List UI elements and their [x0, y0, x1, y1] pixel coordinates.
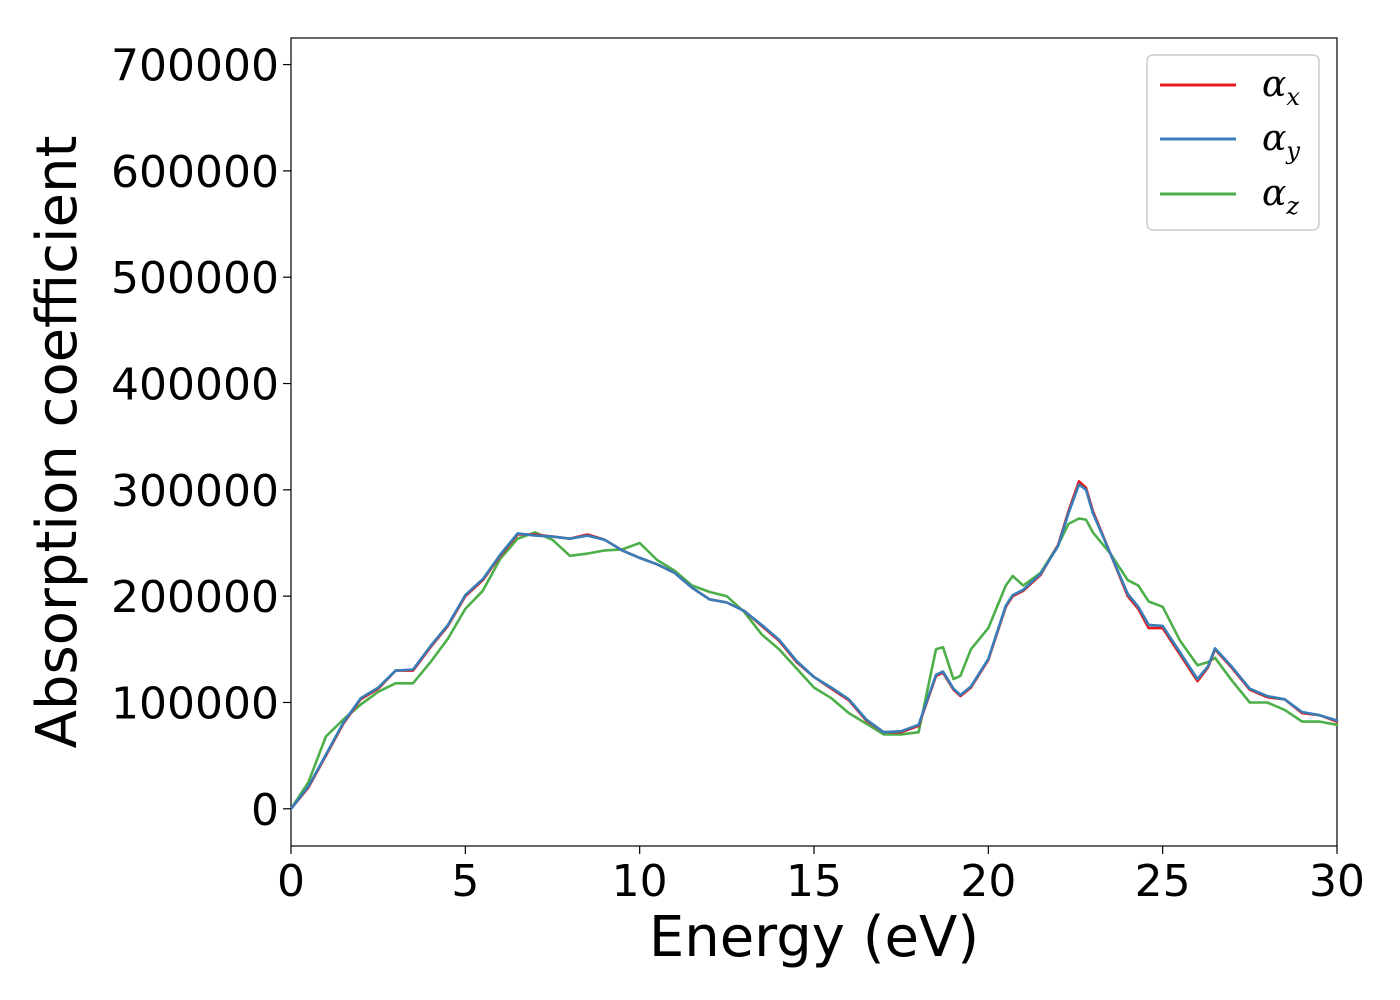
- y-tick-label: 0: [251, 785, 279, 836]
- y-tick-label: 100000: [111, 678, 279, 729]
- legend-item-alpha-x: αx: [1160, 64, 1300, 111]
- y-tick-label: 600000: [111, 147, 279, 198]
- legend-label-alpha-y: αy: [1262, 118, 1300, 165]
- x-tick-label: 20: [960, 856, 1016, 907]
- legend-label-alpha-x: αx: [1262, 64, 1300, 111]
- legend: αx αy αz: [1146, 54, 1320, 231]
- y-tick-label: 500000: [111, 253, 279, 304]
- legend-box: [1146, 54, 1320, 231]
- x-axis-title: Energy (eV): [649, 905, 979, 970]
- x-axis-ticks: 0 5 10 15 20 25 30: [277, 846, 1365, 907]
- x-tick-label: 0: [277, 856, 305, 907]
- y-tick-label: 400000: [111, 360, 279, 411]
- legend-item-alpha-y: αy: [1160, 118, 1300, 165]
- y-tick-label: 700000: [111, 41, 279, 92]
- legend-label-alpha-z: αz: [1262, 173, 1299, 220]
- y-axis-title: Absorption coefficient: [25, 136, 90, 749]
- series-line-alpha-y: [289, 483, 1339, 811]
- x-tick-label: 15: [786, 856, 842, 907]
- x-tick-label: 10: [612, 856, 668, 907]
- x-tick-label: 30: [1309, 856, 1365, 907]
- y-tick-label: 200000: [111, 572, 279, 623]
- legend-item-alpha-z: αz: [1160, 173, 1299, 220]
- x-tick-label: 5: [451, 856, 479, 907]
- y-tick-label: 300000: [111, 466, 279, 517]
- x-tick-label: 25: [1135, 856, 1191, 907]
- series-line-alpha-z: [289, 517, 1339, 811]
- y-axis-ticks: 0 100000 200000 300000 400000 500000 600000 700…: [111, 41, 291, 836]
- series-layer: [289, 480, 1339, 811]
